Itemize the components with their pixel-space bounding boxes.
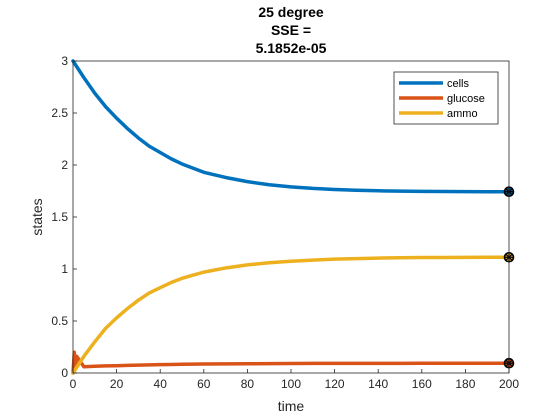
y-axis-label: states: [29, 198, 45, 235]
series-line-cells: [71, 59, 511, 194]
x-tick-label: 180: [455, 377, 475, 391]
y-tick-label: 3: [61, 54, 68, 68]
x-axis-label: time: [278, 398, 305, 414]
y-tick-label: 1.5: [51, 210, 68, 224]
x-tick-label: 0: [70, 377, 77, 391]
legend-label-glucose: glucose: [447, 93, 485, 105]
series-line-glucose: [71, 350, 511, 375]
x-tick-label: 200: [499, 377, 519, 391]
series-line-ammo: [71, 255, 511, 375]
chart-title-line-3: 5.1852e-05: [256, 40, 327, 56]
x-tick-label: 60: [197, 377, 211, 391]
x-tick-label: 20: [110, 377, 124, 391]
x-tick-label: 40: [154, 377, 168, 391]
x-tick-label: 140: [368, 377, 388, 391]
chart-title-line-1: 25 degree: [258, 4, 324, 20]
x-tick-label: 160: [412, 377, 432, 391]
legend: cells glucose ammo: [393, 71, 499, 125]
x-tick-label: 80: [241, 377, 255, 391]
series-layer: [71, 59, 511, 375]
y-tick-label: 0: [61, 366, 68, 380]
y-tick-label: 2.5: [51, 106, 68, 120]
x-tick-label: 120: [325, 377, 345, 391]
ticks: 0 20 40 60 80 100 120 140 160 180 200 0 0.5 1 1.5 2 2.5 3: [51, 54, 519, 391]
chart-title-line-2: SSE =: [271, 22, 311, 38]
y-tick-label: 1: [61, 262, 68, 276]
legend-label-cells: cells: [447, 78, 470, 90]
y-tick-label: 2: [61, 158, 68, 172]
legend-label-ammo: ammo: [447, 108, 478, 120]
x-tick-label: 100: [281, 377, 301, 391]
y-tick-label: 0.5: [51, 314, 68, 328]
